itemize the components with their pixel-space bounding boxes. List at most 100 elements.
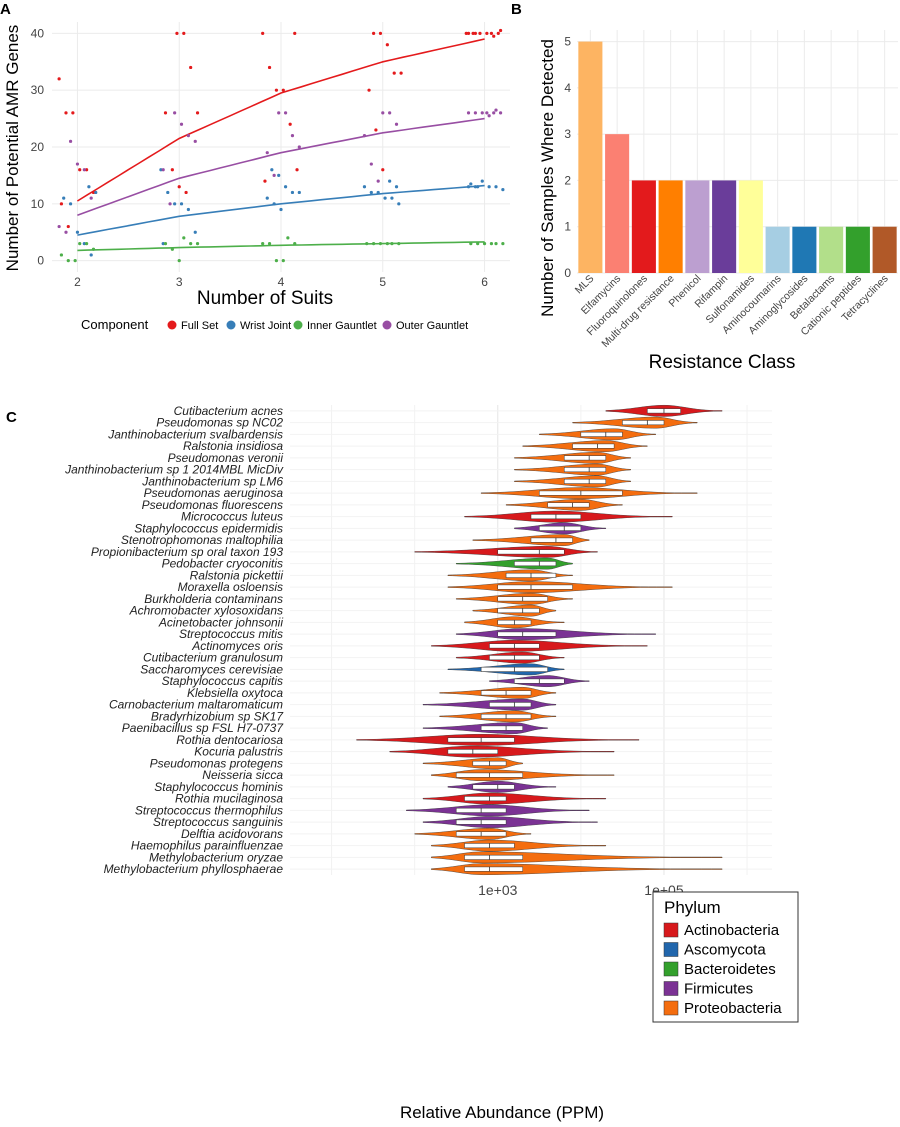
panel-a-point	[170, 168, 174, 172]
panel-a-legend: Component Full Set Wrist Joint Inner Gaunt…	[81, 317, 468, 332]
panel-c-taxon-label: Achromobacter xylosoxidans	[129, 604, 283, 618]
panel-c-taxon-label: Paenibacillus sp FSL H7-0737	[122, 721, 285, 735]
panel-c-box	[497, 608, 540, 614]
panel-a-point	[272, 173, 276, 178]
panel-a-point	[184, 190, 188, 195]
panel-c-violin	[422, 792, 606, 805]
panel-a-point	[186, 207, 190, 212]
panel-a-point	[68, 202, 73, 206]
panel-c-box	[472, 784, 515, 790]
panel-c-violin	[431, 851, 723, 864]
panel-a-legend-label: Full Set	[181, 320, 218, 332]
panel-a-point	[498, 28, 503, 33]
panel-a-point	[281, 88, 285, 92]
panel-c-box	[497, 584, 573, 590]
panel-a-fit-line-inner-gauntlet	[77, 241, 485, 252]
panel-c-taxon-label: Propionibacterium sp oral taxon 193	[91, 545, 283, 559]
panel-a-point	[372, 241, 376, 246]
panel-b-y-tick-label: 4	[564, 81, 571, 95]
panel-a-point	[283, 111, 288, 115]
panel-c-taxon-label: Klebsiella oxytoca	[187, 686, 283, 700]
panel-label-c: C	[6, 409, 17, 426]
panel-a-point	[297, 145, 301, 149]
panel-b-bar-tetracyclines	[872, 226, 897, 273]
panel-a-point	[286, 236, 290, 240]
panel-a-point	[295, 168, 299, 172]
panel-a-point	[179, 122, 184, 126]
panel-c-taxon-label: Neisseria sicca	[202, 768, 283, 782]
panel-a-point	[195, 241, 200, 246]
panel-a-point	[464, 31, 468, 35]
panel-a-fits	[76, 38, 485, 252]
panel-c-box	[497, 549, 565, 555]
panel-a-point	[394, 185, 399, 189]
panel-c-box	[547, 502, 590, 508]
panel-label-a: A	[0, 1, 11, 18]
panel-c-taxon-label: Moraxella osloensis	[178, 580, 283, 594]
panel-c-taxon-label: Staphylococcus epidermidis	[134, 521, 283, 535]
panel-a-point	[277, 173, 281, 178]
panel-a-fit-line-wrist-joint	[77, 184, 485, 236]
panel-c-taxon-label: Kocuria palustris	[194, 745, 283, 759]
panel-c-taxon-label: Streptococcus sanguinis	[153, 815, 283, 829]
panel-a-point	[186, 134, 190, 138]
panel-c-taxon-label: Janthinobacterium svalbardensis	[107, 427, 283, 441]
panel-a: 2 3 4 5 6 0 10 20 30 40 A Number of Suits Number …	[0, 1, 510, 332]
panel-a-point	[193, 230, 197, 234]
panel-a-point	[161, 168, 165, 172]
panel-a-legend-label: Wrist Joint	[240, 320, 291, 332]
panel-a-point	[374, 128, 378, 132]
panel-a-legend-swatch	[226, 320, 236, 330]
panel-a-point	[487, 114, 491, 118]
panel-a-point	[177, 259, 181, 263]
panel-c-taxon-label: Staphylococcus hominis	[154, 780, 283, 794]
panel-a-point	[166, 190, 170, 195]
panel-a-point	[168, 202, 172, 206]
panel-a-point	[390, 196, 394, 200]
panel-a-point	[175, 31, 179, 35]
panel-a-point	[485, 31, 489, 35]
panel-a-legend-title: Component	[81, 317, 149, 332]
panel-a-point	[376, 190, 380, 195]
panel-c-legend-label: Ascomycota	[684, 942, 766, 959]
panel-a-point	[272, 202, 276, 206]
panel-a-point	[392, 71, 396, 75]
panel-a-point	[388, 111, 392, 115]
panel-b-bar-aminoglycosides	[792, 226, 817, 273]
panel-c-box	[514, 561, 557, 567]
panel-a-point	[57, 224, 61, 229]
panel-a-point	[501, 241, 505, 246]
panel-c-box	[480, 725, 523, 731]
panel-a-points	[57, 28, 505, 263]
panel-c-legend-label: Proteobacteria	[684, 1000, 782, 1017]
panel-c-taxon-label: Bradyrhizobium sp SK17	[151, 709, 284, 723]
panel-a-point	[466, 31, 471, 35]
panel-a-point	[263, 179, 267, 183]
panel-c-xlabel: Relative Abundance (PPM)	[400, 1103, 604, 1122]
panel-c-taxon-label: Actinomyces oris	[191, 639, 283, 653]
panel-a-point	[492, 34, 496, 38]
panel-a-point	[476, 241, 480, 246]
panel-b-y-tick-label: 1	[564, 220, 571, 234]
panel-a-point	[388, 179, 392, 183]
panel-a-point	[62, 196, 66, 200]
panel-a-point	[473, 185, 477, 189]
panel-c-violin	[431, 863, 723, 876]
panel-a-point	[59, 202, 64, 206]
panel-c-taxon-label: Streptococcus thermophilus	[135, 803, 283, 817]
panel-a-point	[193, 139, 197, 143]
panel-c-taxon-label: Janthinobacterium sp 1 2014MBL MicDiv	[64, 463, 284, 477]
panel-a-legend-swatch	[293, 320, 303, 330]
panel-a-legend-label: Inner Gauntlet	[307, 320, 377, 332]
panel-b-bar-aminocoumarins	[765, 226, 790, 273]
panel-a-point	[290, 134, 295, 138]
panel-a-point	[293, 241, 297, 246]
panel-b-bar-sulfonamides	[738, 180, 763, 273]
panel-a-point	[59, 253, 64, 257]
panel-c-legend-label: Actinobacteria	[684, 922, 780, 939]
panel-c-box	[464, 796, 507, 802]
panel-a-point	[473, 31, 477, 35]
panel-a-point	[385, 43, 389, 47]
